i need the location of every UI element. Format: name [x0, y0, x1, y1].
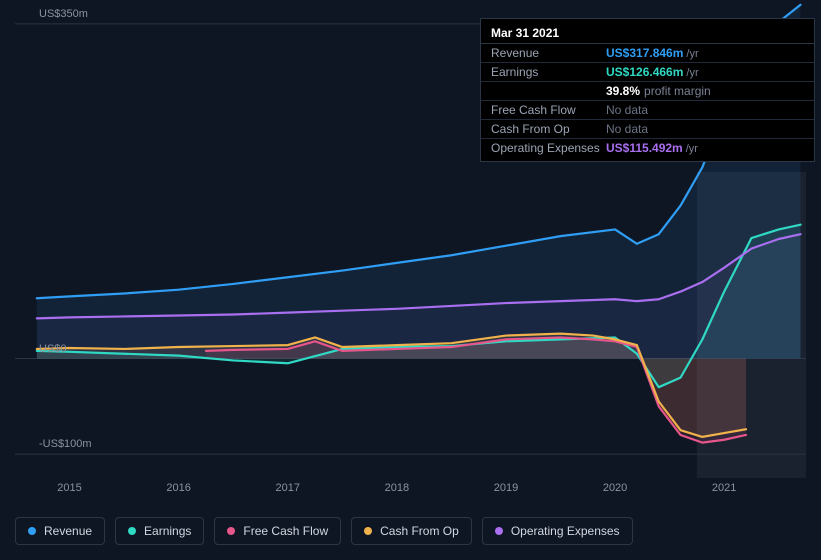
x-axis-label: 2017 — [276, 482, 300, 494]
legend-item-free-cash-flow[interactable]: Free Cash Flow — [214, 517, 341, 545]
tooltip-row-label: Revenue — [491, 46, 606, 60]
financial-chart[interactable]: US$350mUS$0-US$100m 20152016201720182019… — [15, 0, 806, 478]
legend-item-operating-expenses[interactable]: Operating Expenses — [482, 517, 633, 545]
tooltip-row-value: No data — [606, 122, 804, 136]
x-axis-label: 2018 — [385, 482, 409, 494]
tooltip-row-label: Free Cash Flow — [491, 103, 606, 117]
tooltip-row: Cash From OpNo data — [481, 120, 814, 139]
x-axis-label: 2015 — [57, 482, 81, 494]
tooltip-row-value: US$317.846m/yr — [606, 46, 804, 60]
legend-dot-icon — [227, 527, 235, 535]
tooltip-row-value: 39.8%profit margin — [606, 84, 804, 98]
tooltip-row: EarningsUS$126.466m/yr — [481, 63, 814, 82]
tooltip-row: RevenueUS$317.846m/yr — [481, 44, 814, 63]
chart-tooltip: Mar 31 2021 RevenueUS$317.846m/yrEarning… — [480, 18, 815, 162]
y-axis-label: -US$100m — [39, 438, 92, 450]
legend-item-cash-from-op[interactable]: Cash From Op — [351, 517, 472, 545]
legend-dot-icon — [28, 527, 36, 535]
tooltip-title: Mar 31 2021 — [481, 23, 814, 44]
x-axis-label: 2016 — [166, 482, 190, 494]
tooltip-row: Operating ExpensesUS$115.492m/yr — [481, 139, 814, 157]
legend-label: Free Cash Flow — [243, 524, 328, 538]
tooltip-row-value: US$126.466m/yr — [606, 65, 804, 79]
legend-label: Cash From Op — [380, 524, 459, 538]
tooltip-row-value: No data — [606, 103, 804, 117]
tooltip-row: 39.8%profit margin — [481, 82, 814, 101]
y-axis-label: US$350m — [39, 8, 88, 20]
legend-dot-icon — [364, 527, 372, 535]
legend-item-earnings[interactable]: Earnings — [115, 517, 204, 545]
tooltip-row-value: US$115.492m/yr — [606, 141, 804, 155]
legend-dot-icon — [495, 527, 503, 535]
tooltip-row: Free Cash FlowNo data — [481, 101, 814, 120]
tooltip-row-label — [491, 84, 606, 98]
y-axis-label: US$0 — [39, 343, 67, 355]
legend-dot-icon — [128, 527, 136, 535]
tooltip-row-label: Operating Expenses — [491, 141, 606, 155]
tooltip-row-label: Cash From Op — [491, 122, 606, 136]
chart-legend: Revenue Earnings Free Cash Flow Cash From O… — [15, 517, 633, 545]
legend-label: Earnings — [144, 524, 191, 538]
legend-label: Operating Expenses — [511, 524, 620, 538]
x-axis-label: 2019 — [494, 482, 518, 494]
legend-label: Revenue — [44, 524, 92, 538]
x-axis-label: 2021 — [712, 482, 736, 494]
tooltip-row-label: Earnings — [491, 65, 606, 79]
legend-item-revenue[interactable]: Revenue — [15, 517, 105, 545]
x-axis-label: 2020 — [603, 482, 627, 494]
